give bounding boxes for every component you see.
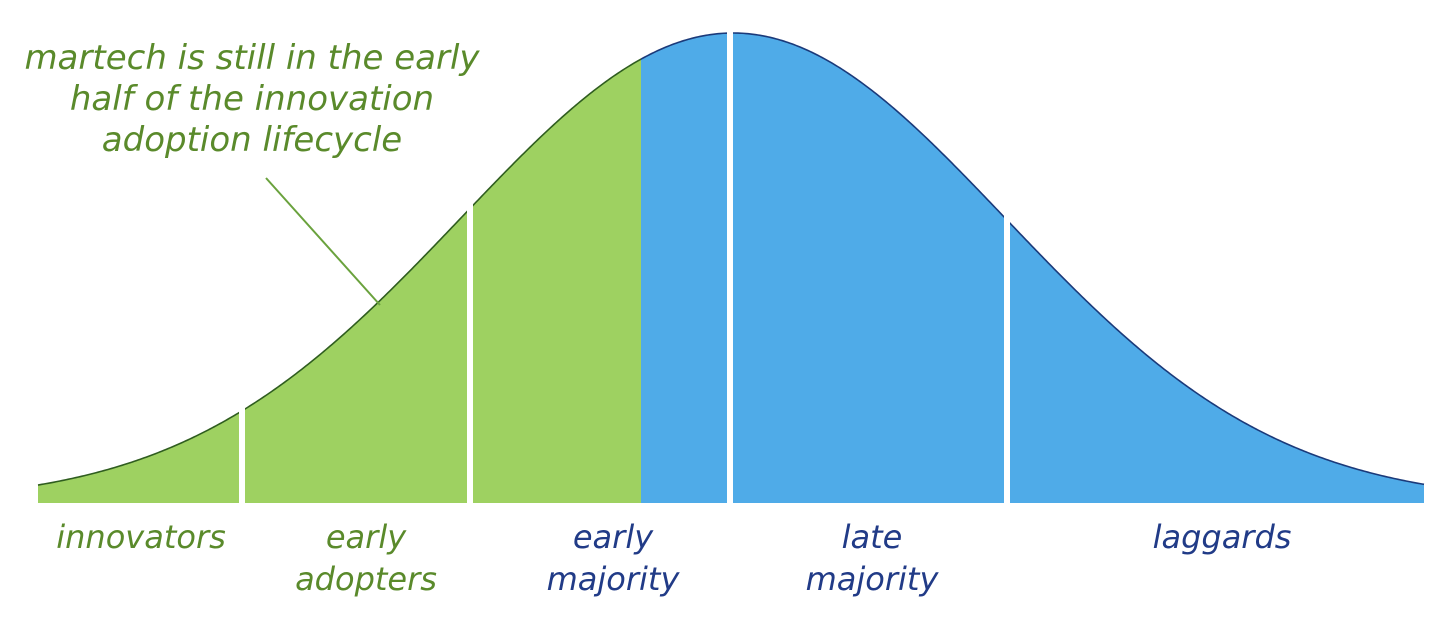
early-half-area: [38, 59, 641, 503]
label-late-majority-line-1: late: [842, 518, 903, 556]
curve-outline-early: [37, 58, 641, 486]
label-early-majority-line-1: early: [573, 518, 654, 556]
annotation-pointer-line: [265, 177, 381, 306]
annotation-line-2: half of the innovation: [70, 79, 434, 119]
label-early-adopters-line-2: adopters: [295, 560, 437, 598]
label-late-majority-line-2: majority: [806, 560, 940, 598]
label-laggards: laggards: [1153, 518, 1292, 556]
late-half-area: [641, 33, 1424, 503]
annotation-line-3: adoption lifecycle: [102, 120, 402, 160]
label-early-adopters-line-1: early: [326, 518, 407, 556]
segment-dividers: [239, 21, 1010, 504]
annotation-line-1: martech is still in the early: [24, 38, 480, 78]
label-innovators: innovators: [56, 518, 226, 556]
label-early-majority-line-2: majority: [547, 560, 681, 598]
